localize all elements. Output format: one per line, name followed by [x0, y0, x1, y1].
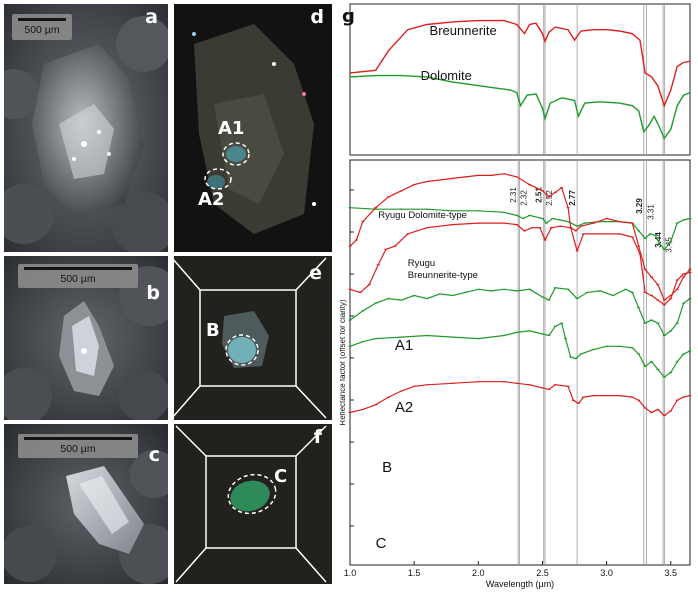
panel-a-image: 500 µm a	[4, 4, 168, 252]
upper-label-dolomite: Dolomite	[421, 68, 472, 83]
ref-label-2.32: 2.32	[519, 190, 528, 206]
scale-bar-b: 500 µm	[18, 264, 138, 288]
spot-label-c: C	[274, 466, 288, 487]
lower-plot-frame	[349, 159, 691, 566]
ref-label-3.44: 3.44	[654, 232, 663, 248]
ref-label-2.51: 2.51	[535, 187, 544, 203]
xtick-label-3: 2.5	[536, 568, 549, 578]
spectra-chart: 2.31 2.32 2.51 2.52 2.773.29 3.313.44 3.45Breu…	[340, 3, 692, 589]
panel-label-b: b	[146, 282, 160, 304]
lower-label-ryugu-dolomite: Ryugu Dolomite-type	[378, 210, 467, 221]
panel-label-e: e	[309, 262, 322, 284]
lower-series-a1	[349, 287, 691, 337]
xtick-label-0: 1.0	[344, 568, 357, 578]
lower-label-b: B	[382, 459, 392, 476]
ref-label-3.29: 3.29	[635, 198, 644, 214]
upper-plot-frame	[349, 3, 691, 156]
spot-label-a2: A2	[198, 189, 225, 210]
panel-label-f: f	[313, 426, 322, 448]
ref-label-2.31: 2.31	[509, 187, 518, 203]
lower-label-a2: A2	[395, 399, 413, 416]
panel-label-g: g	[342, 6, 355, 27]
scale-bar-c: 500 µm	[18, 434, 138, 458]
scale-bar-a: 500 µm	[12, 14, 72, 40]
xtick-label-5: 3.5	[664, 568, 677, 578]
panel-label-c: c	[148, 444, 160, 466]
lower-label-ryugu-breunnerite-1: Ryugu	[408, 258, 435, 269]
upper-series-breunnerite	[349, 19, 691, 108]
spot-label-b: B	[206, 320, 220, 341]
lower-label-c: C	[376, 535, 387, 552]
grain-e-illustration	[174, 256, 332, 420]
lower-label-ryugu-breunnerite-2: Breunnerite-type	[408, 270, 478, 281]
grain-f-illustration	[174, 424, 332, 584]
y-axis-label: Reflectance factor (offset for clarity)	[340, 299, 347, 425]
ref-label-3.31: 3.31	[646, 204, 655, 220]
xtick-label-2: 2.0	[472, 568, 485, 578]
lower-label-a1: A1	[395, 337, 413, 354]
grain-c-illustration	[4, 424, 168, 584]
xtick-label-4: 3.0	[600, 568, 613, 578]
panel-label-d: d	[310, 6, 324, 28]
panel-b-image: 500 µm b	[4, 256, 168, 420]
xtick-label-1: 1.5	[408, 568, 421, 578]
grain-d-illustration	[174, 4, 332, 252]
upper-series-dolomite	[349, 74, 691, 140]
panel-c-image: 500 µm c	[4, 424, 168, 584]
upper-label-breunnerite: Breunnerite	[430, 23, 497, 38]
x-axis-label: Wavelength (µm)	[486, 579, 554, 589]
spot-label-a1: A1	[218, 118, 245, 139]
panel-e-image: e B	[174, 256, 332, 420]
panel-label-a: a	[145, 6, 158, 28]
ref-label-2.52: 2.52	[545, 190, 554, 206]
panel-f-image: f C	[174, 424, 332, 584]
grain-a-illustration	[4, 4, 168, 252]
panel-d-image: d A1 A2	[174, 4, 332, 252]
lower-series-ryugu-breunnerite-type	[349, 222, 691, 306]
ref-label-2.77: 2.77	[568, 190, 577, 206]
